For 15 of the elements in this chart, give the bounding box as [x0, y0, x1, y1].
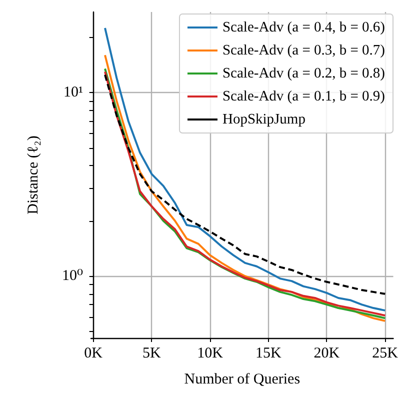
y-tick-label: 10⁰: [62, 268, 83, 284]
legend-label: Scale-Adv (a = 0.3, b = 0.7): [222, 42, 386, 58]
y-tick-label: 10¹: [64, 84, 83, 101]
legend-label: Scale-Adv (a = 0.1, b = 0.9): [222, 88, 386, 104]
x-tick-label: 20K: [314, 346, 340, 362]
x-axis-title: Number of Queries: [184, 372, 300, 388]
legend-label: Scale-Adv (a = 0.2, b = 0.8): [222, 66, 386, 82]
legend-label: Scale-Adv (a = 0.4, b = 0.6): [222, 20, 386, 36]
x-tick-label: 5K: [142, 346, 162, 362]
y-axis-title: Distance (ℓ₂): [26, 136, 42, 214]
x-tick-label: 0K: [84, 346, 103, 362]
legend-label: HopSkipJump: [222, 112, 306, 128]
x-tick-label: 25K: [372, 346, 398, 362]
x-tick-label: 10K: [197, 346, 224, 362]
x-tick-label: 15K: [255, 346, 282, 362]
